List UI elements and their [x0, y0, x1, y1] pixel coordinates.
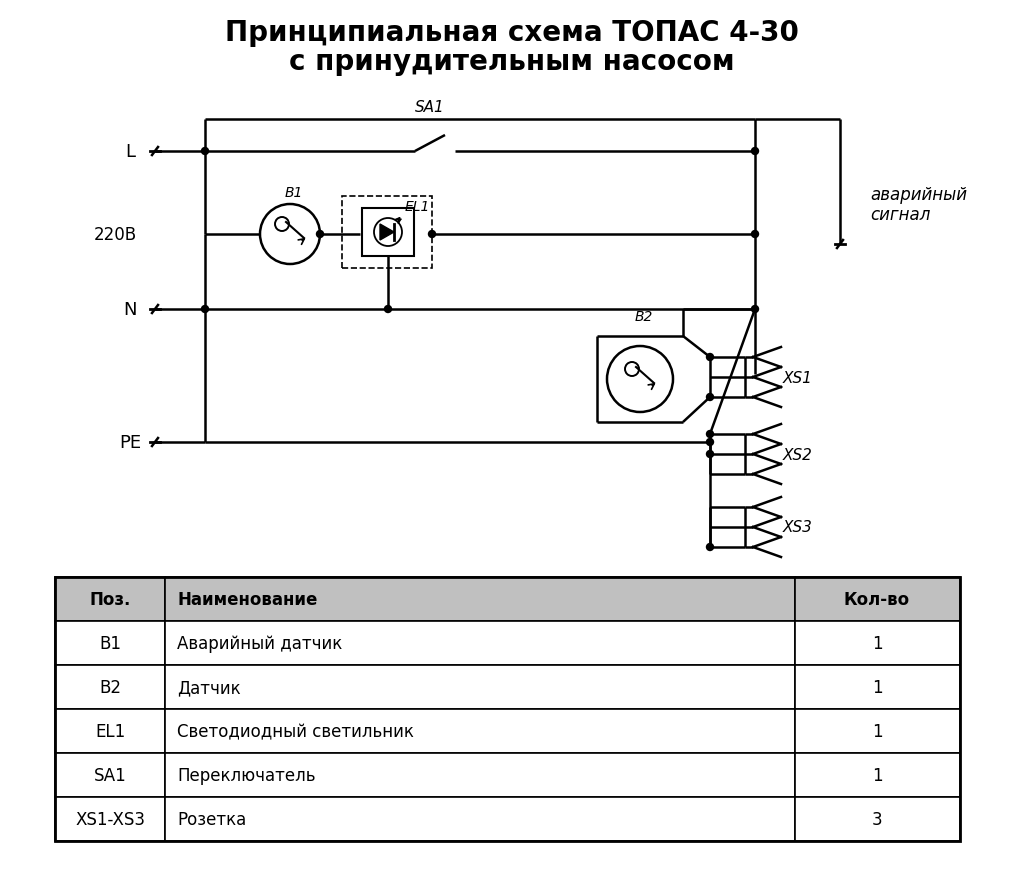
Bar: [165, 665, 795, 709]
Circle shape: [707, 451, 714, 458]
Bar: [165, 621, 795, 665]
Circle shape: [202, 307, 209, 313]
Text: EL1: EL1: [95, 722, 125, 740]
Circle shape: [428, 231, 435, 238]
Text: Принципиальная схема ТОПАС 4-30: Принципиальная схема ТОПАС 4-30: [225, 19, 799, 47]
Text: Аварийный датчик: Аварийный датчик: [177, 634, 342, 652]
Text: Кол-во: Кол-во: [844, 590, 910, 609]
Text: Наименование: Наименование: [177, 590, 317, 609]
Bar: [55, 709, 165, 753]
Text: В2: В2: [99, 679, 121, 696]
Text: XS3: XS3: [783, 520, 813, 535]
Text: Поз.: Поз.: [89, 590, 131, 609]
Circle shape: [752, 307, 759, 313]
Text: XS1: XS1: [783, 370, 813, 385]
Bar: [795, 797, 959, 841]
Circle shape: [707, 431, 714, 438]
Text: сигнал: сигнал: [870, 206, 931, 224]
Circle shape: [384, 307, 391, 313]
Text: Светодиодный светильник: Светодиодный светильник: [177, 722, 414, 740]
Circle shape: [202, 148, 209, 155]
Bar: [55, 578, 165, 621]
Circle shape: [707, 394, 714, 401]
Text: EL1: EL1: [404, 199, 430, 214]
Bar: [55, 665, 165, 709]
Circle shape: [752, 231, 759, 238]
Bar: [342, 197, 432, 268]
Text: XS2: XS2: [783, 447, 813, 462]
Bar: [795, 709, 959, 753]
Text: 1: 1: [871, 679, 883, 696]
Text: Датчик: Датчик: [177, 679, 241, 696]
Bar: [165, 709, 795, 753]
Text: Розетка: Розетка: [177, 810, 246, 828]
Text: В1: В1: [99, 634, 121, 652]
Bar: [795, 578, 959, 621]
Bar: [795, 753, 959, 797]
Bar: [165, 797, 795, 841]
Text: SA1: SA1: [93, 766, 126, 784]
Bar: [55, 578, 959, 841]
Bar: [795, 621, 959, 665]
Text: B2: B2: [635, 309, 653, 323]
Bar: [55, 621, 165, 665]
Circle shape: [707, 439, 714, 446]
Text: 220В: 220В: [93, 226, 136, 244]
Text: B1: B1: [285, 186, 303, 199]
Bar: [165, 753, 795, 797]
Text: с принудительным насосом: с принудительным насосом: [289, 48, 735, 76]
Text: L: L: [125, 143, 135, 161]
Circle shape: [707, 544, 714, 551]
Text: XS1-XS3: XS1-XS3: [75, 810, 145, 828]
Text: 1: 1: [871, 634, 883, 652]
Bar: [55, 753, 165, 797]
Text: 1: 1: [871, 722, 883, 740]
Circle shape: [707, 354, 714, 361]
Text: Переключатель: Переключатель: [177, 766, 315, 784]
Text: 3: 3: [871, 810, 883, 828]
Text: аварийный: аварийный: [870, 186, 967, 204]
Text: 1: 1: [871, 766, 883, 784]
Circle shape: [752, 148, 759, 155]
Bar: [362, 209, 414, 257]
Circle shape: [316, 231, 324, 238]
Text: SA1: SA1: [415, 99, 444, 114]
Text: N: N: [123, 300, 137, 319]
Bar: [55, 797, 165, 841]
Text: PE: PE: [119, 433, 141, 452]
Bar: [795, 665, 959, 709]
Polygon shape: [380, 225, 394, 241]
Bar: [165, 578, 795, 621]
